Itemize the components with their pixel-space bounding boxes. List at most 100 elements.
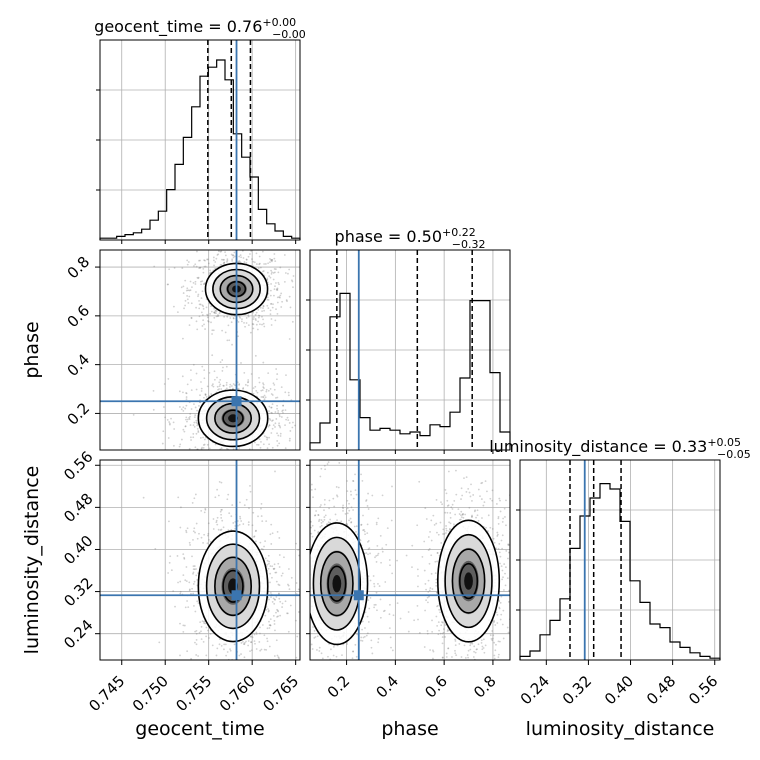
sample-point — [275, 268, 277, 271]
sample-point — [453, 523, 455, 526]
sample-point — [177, 496, 180, 499]
sample-point — [260, 396, 263, 398]
sample-point — [270, 273, 273, 275]
sample-point — [266, 278, 269, 281]
sample-point — [262, 396, 265, 399]
sample-point — [152, 390, 155, 392]
sample-point — [236, 457, 238, 459]
sample-point — [278, 442, 281, 445]
sample-point — [210, 310, 213, 313]
sample-point — [310, 488, 313, 491]
density-level — [332, 575, 342, 593]
sample-point — [243, 643, 245, 645]
sample-point — [508, 544, 510, 546]
sample-point — [223, 667, 225, 669]
sample-point — [507, 544, 510, 546]
sample-point — [186, 383, 189, 386]
sample-point — [225, 365, 228, 368]
sample-point — [272, 597, 275, 600]
sample-point — [273, 598, 276, 601]
sample-point — [262, 386, 265, 388]
sample-point — [220, 513, 222, 516]
x-tick-label: 0.48 — [643, 672, 679, 708]
sample-point — [377, 641, 380, 644]
sample-point — [440, 501, 442, 504]
sample-point — [289, 430, 292, 432]
x-tick-label: 0.24 — [517, 672, 553, 708]
sample-point — [214, 310, 217, 313]
sample-point — [288, 545, 290, 547]
sample-point — [281, 300, 284, 303]
sample-point — [218, 480, 221, 483]
sample-point — [336, 494, 338, 497]
sample-point — [263, 387, 265, 390]
sample-point — [441, 621, 443, 623]
sample-point — [367, 508, 370, 510]
sample-point — [517, 567, 519, 569]
sample-point — [355, 493, 358, 496]
sample-point — [306, 653, 308, 655]
sample-point — [493, 654, 496, 657]
sample-point — [195, 643, 198, 646]
sample-point — [269, 276, 272, 279]
sample-point — [240, 653, 242, 655]
sample-point — [282, 562, 284, 564]
sample-point — [305, 572, 307, 574]
sample-point — [497, 517, 500, 520]
sample-point — [466, 678, 468, 680]
sample-point — [327, 461, 330, 464]
sample-point — [167, 283, 169, 286]
sample-point — [263, 309, 265, 312]
sample-point — [262, 548, 264, 551]
sample-point — [411, 566, 413, 569]
sample-point — [290, 279, 293, 282]
sample-point — [186, 259, 189, 262]
sample-point — [424, 583, 427, 585]
sample-point — [267, 262, 270, 265]
sample-point — [465, 491, 468, 493]
sample-point — [202, 305, 205, 308]
sample-point — [463, 644, 466, 647]
sample-point — [259, 649, 262, 652]
sample-point — [261, 471, 263, 473]
sample-point — [172, 305, 175, 308]
sample-point — [515, 525, 517, 527]
sample-point — [185, 416, 188, 419]
sample-point — [345, 523, 348, 525]
sample-point — [210, 321, 212, 324]
sample-point — [313, 529, 316, 532]
y-tick-label: 0.4 — [64, 350, 94, 380]
sample-point — [517, 586, 519, 588]
sample-point — [303, 655, 305, 657]
sample-point — [512, 674, 514, 676]
sample-point — [182, 553, 185, 556]
sample-point — [265, 436, 268, 439]
sample-point — [208, 637, 210, 639]
sample-point — [476, 509, 479, 512]
sample-point — [458, 667, 460, 669]
sample-point — [270, 258, 272, 261]
sample-point — [495, 661, 497, 663]
sample-point — [270, 259, 273, 262]
sample-point — [304, 433, 306, 435]
sample-point — [215, 257, 218, 260]
sample-point — [255, 648, 258, 650]
sample-point — [229, 317, 232, 319]
sample-point — [425, 588, 427, 591]
sample-point — [270, 324, 273, 326]
sample-point — [257, 320, 260, 323]
sample-point — [210, 454, 212, 456]
sample-point — [242, 243, 244, 245]
sample-point — [427, 549, 430, 551]
sample-point — [305, 605, 307, 607]
sample-point — [335, 666, 337, 668]
sample-point — [266, 637, 268, 640]
sample-point — [436, 560, 438, 563]
sample-point — [464, 662, 466, 664]
sample-point — [196, 427, 199, 430]
sample-point — [396, 602, 399, 604]
sample-point — [513, 664, 515, 666]
sample-point — [482, 647, 485, 649]
sample-point — [270, 432, 273, 434]
sample-point — [217, 494, 220, 497]
